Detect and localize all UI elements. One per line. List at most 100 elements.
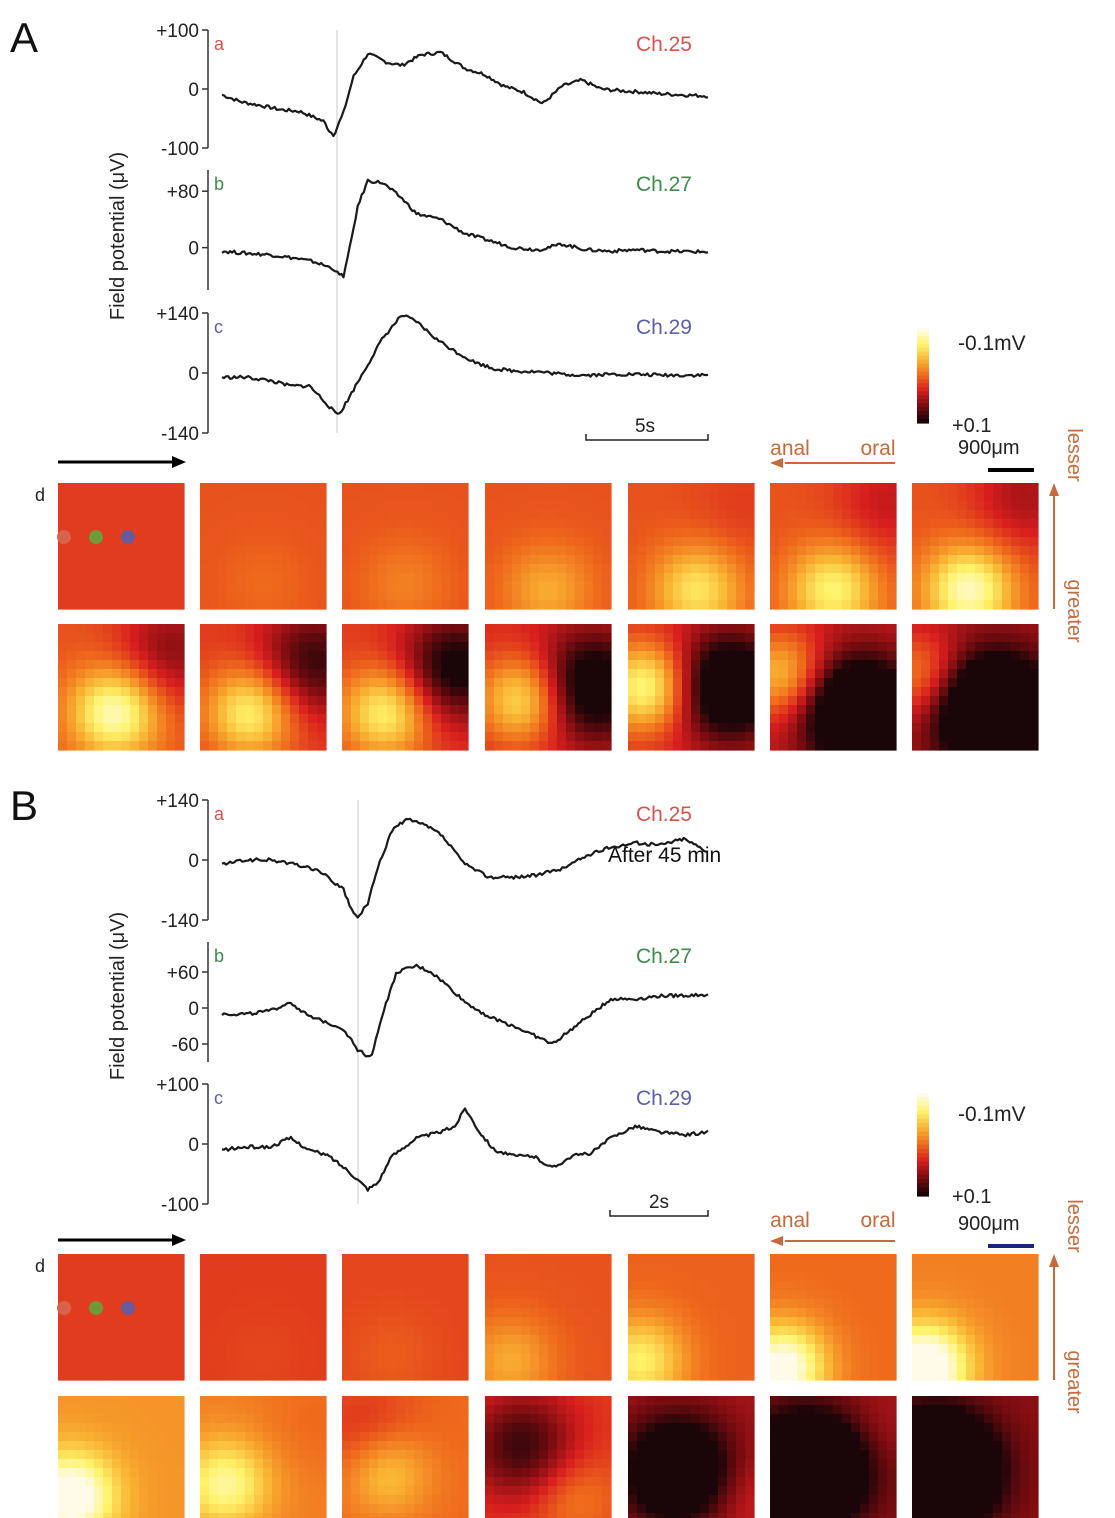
heatmap-cell [842, 564, 852, 574]
heatmap-cell [682, 669, 692, 679]
heatmap-cell [130, 642, 140, 652]
heatmap-cell [521, 723, 531, 733]
heatmap-cell [317, 492, 327, 502]
heatmap-cell [921, 519, 931, 529]
heatmap-cell [342, 1396, 352, 1406]
heatmap-cell [1029, 723, 1039, 733]
heatmap-cell [539, 1486, 549, 1496]
heatmap-cell [76, 723, 86, 733]
heatmap-cell [548, 660, 558, 670]
heatmap-cell [984, 519, 994, 529]
heatmap-cell [548, 1308, 558, 1318]
heatmap-cell [824, 624, 834, 634]
heatmap-cell [602, 723, 612, 733]
heatmap-cell [317, 483, 327, 493]
heatmap-cell [993, 510, 1003, 520]
heatmap-cell [290, 732, 300, 742]
heatmap-cell [912, 519, 922, 529]
heatmap-cell [200, 1432, 210, 1442]
heatmap-cell [441, 714, 451, 724]
heatmap-cell [148, 1290, 158, 1300]
heatmap-cell [85, 1486, 95, 1496]
heatmap-cell [94, 1405, 104, 1415]
heatmap-frame [342, 624, 469, 751]
heatmap-cell [833, 1263, 843, 1273]
heatmap-cell [948, 1281, 958, 1291]
heatmap-cell [76, 642, 86, 652]
heatmap-cell [405, 1450, 415, 1460]
heatmap-cell [263, 492, 273, 502]
heatmap-cell [387, 600, 397, 610]
heatmap-cell [930, 528, 940, 538]
heatmap-cell [405, 1335, 415, 1345]
heatmap-cell [299, 510, 309, 520]
heatmap-cell [378, 1263, 388, 1273]
heatmap-cell [139, 714, 149, 724]
heatmap-frame [342, 483, 469, 610]
heatmap-cell [575, 705, 585, 715]
heatmap-cell [842, 501, 852, 511]
heatmap-cell [299, 714, 309, 724]
heatmap-cell [245, 501, 255, 511]
heatmap-cell [121, 642, 131, 652]
heatmap-cell [851, 573, 861, 583]
heatmap-cell [842, 555, 852, 565]
heatmap-cell [709, 582, 719, 592]
heatmap-cell [512, 1432, 522, 1442]
heatmap-cell [921, 1254, 931, 1264]
heatmap-cell [1029, 633, 1039, 643]
heatmap-cell [806, 546, 816, 556]
heatmap-cell [414, 519, 424, 529]
heatmap-cell [736, 591, 746, 601]
heatmap-cell [245, 582, 255, 592]
heatmap-cell [254, 582, 264, 592]
heatmap-cell [351, 1317, 361, 1327]
heatmap-cell [887, 1326, 897, 1336]
heatmap-cell [103, 1495, 113, 1505]
heatmap-cell [727, 669, 737, 679]
heatmap-cell [593, 678, 603, 688]
heatmap-cell [966, 687, 976, 697]
heatmap-cell [290, 1353, 300, 1363]
heatmap-cell [112, 582, 122, 592]
heatmap-cell [503, 510, 513, 520]
heatmap-cell [405, 678, 415, 688]
heatmap-cell [557, 1344, 567, 1354]
heatmap-cell [1011, 537, 1021, 547]
heatmap-cell [1020, 1263, 1030, 1273]
heatmap-cell [299, 705, 309, 715]
heatmap-cell [503, 1450, 513, 1460]
heatmap-cell [575, 483, 585, 493]
heatmap-cell [815, 732, 825, 742]
heatmap-cell [103, 1504, 113, 1514]
heatmap-cell [557, 1504, 567, 1514]
heatmap-cell [745, 537, 755, 547]
heatmap-cell [628, 714, 638, 724]
heatmap-cell [593, 651, 603, 661]
heatmap-cell [423, 1362, 433, 1372]
heatmap-cell [745, 1326, 755, 1336]
heatmap-cell [432, 1504, 442, 1514]
heatmap-cell [779, 1254, 789, 1264]
heatmap-cell [966, 651, 976, 661]
heatmap-cell [966, 600, 976, 610]
heatmap-cell [405, 642, 415, 652]
heatmap-cell [254, 1272, 264, 1282]
heatmap-cell [121, 555, 131, 565]
heatmap-cell [121, 591, 131, 601]
heatmap-cell [166, 696, 176, 706]
heatmap-cell [788, 633, 798, 643]
heatmap-cell [628, 687, 638, 697]
heatmap-cell [396, 741, 406, 751]
heatmap-cell [860, 492, 870, 502]
heatmap-cell [342, 660, 352, 670]
heatmap-cell [387, 1414, 397, 1424]
heatmap-cell [691, 714, 701, 724]
heatmap-cell [788, 564, 798, 574]
heatmap-cell [245, 1290, 255, 1300]
heatmap-cell [387, 660, 397, 670]
heatmap-cell [664, 555, 674, 565]
heatmap-cell [655, 537, 665, 547]
heatmap-cell [58, 642, 68, 652]
heatmap-cell [1011, 564, 1021, 574]
